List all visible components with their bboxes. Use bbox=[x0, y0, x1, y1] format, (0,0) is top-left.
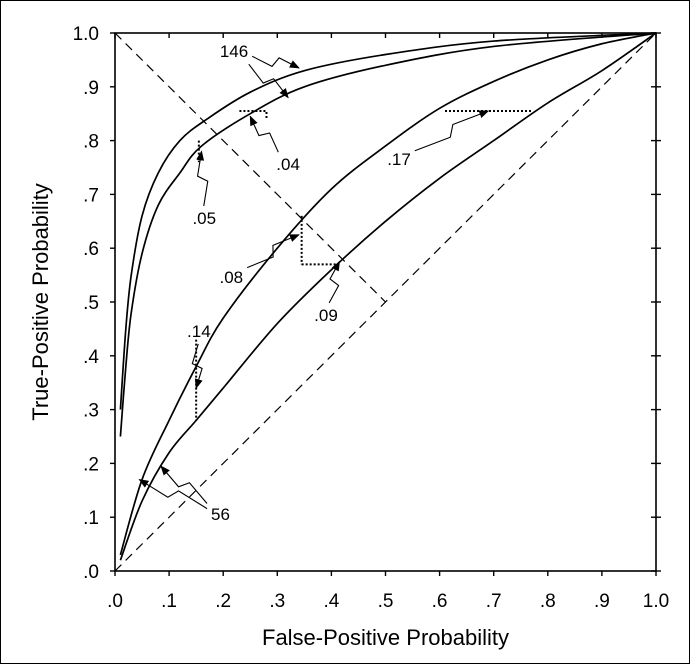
roc-curve-2 bbox=[119, 32, 657, 437]
annotation-label: .05 bbox=[192, 209, 216, 228]
annotation-arrow bbox=[414, 110, 490, 152]
y-tick-label: .8 bbox=[83, 132, 99, 153]
x-axis-ticks: .0 .1 .2 .3 .4 .5 .6 .7 .8 .9 1.0 bbox=[107, 33, 669, 612]
annotation-label: .04 bbox=[276, 155, 300, 174]
annotation-label: 146 bbox=[220, 42, 248, 61]
y-tick-label: .6 bbox=[83, 239, 99, 260]
y-tick-label: .4 bbox=[83, 347, 99, 368]
y-axis-ticks: .0 .1 .2 .3 .4 .5 .6 .7 .8 .9 1.0 bbox=[73, 24, 661, 583]
annotation-arrow bbox=[251, 55, 300, 69]
y-tick-label: .0 bbox=[83, 562, 99, 583]
annotation-label: .08 bbox=[219, 268, 243, 287]
annotation-arrow bbox=[191, 343, 203, 390]
x-tick-label: .0 bbox=[107, 591, 123, 612]
x-tick-label: .6 bbox=[432, 591, 448, 612]
dotted-bracket bbox=[239, 110, 268, 120]
x-tick-label: .3 bbox=[269, 591, 285, 612]
x-tick-label: .9 bbox=[594, 591, 610, 612]
annotation-label: .17 bbox=[387, 150, 411, 169]
roc-curves bbox=[119, 32, 657, 561]
annotation-arrow bbox=[138, 479, 208, 510]
y-tick-label: .2 bbox=[83, 454, 99, 475]
annotation-label: 56 bbox=[211, 505, 230, 524]
x-tick-label: .4 bbox=[323, 591, 339, 612]
x-tick-label: 1.0 bbox=[643, 591, 669, 612]
annotation-label: .09 bbox=[314, 306, 338, 325]
roc-curve-4 bbox=[119, 32, 657, 561]
x-tick-label: .1 bbox=[161, 591, 177, 612]
x-tick-label: .8 bbox=[540, 591, 556, 612]
y-tick-label: 1.0 bbox=[73, 24, 99, 45]
y-tick-label: .3 bbox=[83, 401, 99, 422]
x-tick-label: .2 bbox=[215, 591, 231, 612]
x-tick-label: .5 bbox=[378, 591, 394, 612]
annotations: 146 .04 .05 .08 .09 .14 .17 56 bbox=[138, 42, 532, 524]
annotation-arrow bbox=[249, 115, 279, 153]
x-tick-label: .7 bbox=[486, 591, 502, 612]
annotation-arrow bbox=[160, 465, 208, 504]
reference-lines bbox=[114, 32, 657, 572]
annotation-arrow bbox=[196, 150, 209, 207]
annotation-arrow bbox=[248, 63, 289, 99]
roc-curve-1 bbox=[119, 32, 657, 410]
y-tick-label: .9 bbox=[83, 78, 99, 99]
roc-curve-3 bbox=[119, 32, 657, 556]
y-tick-label: .1 bbox=[83, 508, 99, 529]
x-axis-title: False-Positive Probability bbox=[262, 625, 509, 650]
y-tick-label: .7 bbox=[83, 185, 99, 206]
reference-line-2 bbox=[114, 32, 386, 303]
annotation-arrow bbox=[328, 260, 340, 304]
annotation-arrow bbox=[246, 234, 300, 269]
y-axis-title: True-Positive Probability bbox=[28, 183, 53, 421]
y-tick-label: .5 bbox=[83, 293, 99, 314]
annotation-label: .14 bbox=[187, 322, 211, 341]
